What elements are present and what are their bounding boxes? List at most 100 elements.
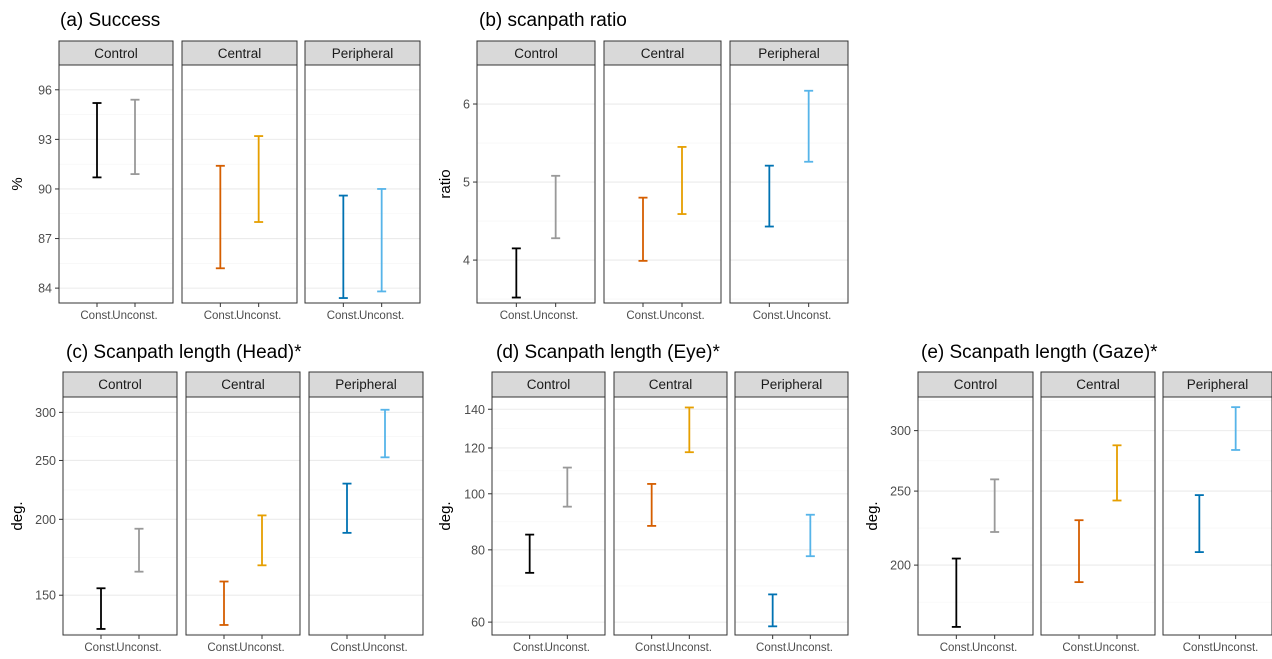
chart-panel-3: (c) Scanpath length (Head)* deg. Control Co… xyxy=(9,342,424,654)
x-tick-label: Unconst. xyxy=(362,642,407,654)
error-bar xyxy=(525,533,535,574)
y-tick-label: 6 xyxy=(463,98,470,112)
error-bar xyxy=(805,513,815,558)
facet-peripheral: Peripheral Const.Unconst. xyxy=(304,40,421,322)
x-tick-label: Const. xyxy=(207,642,240,654)
facet-plot-area xyxy=(58,64,174,304)
facet-label: Peripheral xyxy=(761,377,823,392)
y-tick-label: 300 xyxy=(35,406,56,420)
y-tick-label: 250 xyxy=(890,485,911,499)
x-tick-label: Const. xyxy=(80,310,113,322)
x-tick-label: Const. xyxy=(513,642,546,654)
chart-title: (b) scanpath ratio xyxy=(479,10,627,31)
error-bar xyxy=(511,247,521,299)
error-bar xyxy=(1194,494,1204,553)
error-bar xyxy=(684,406,694,454)
facet-strip xyxy=(58,40,174,66)
error-bar xyxy=(92,102,102,179)
error-bar xyxy=(768,593,778,628)
x-tick-label: Unconst. xyxy=(533,310,578,322)
error-bar xyxy=(377,188,387,293)
x-tick-label: Const. xyxy=(756,642,789,654)
y-tick-label: 60 xyxy=(471,616,485,630)
facet-label: Control xyxy=(527,377,571,392)
facet-label: Central xyxy=(218,46,262,61)
facet-label: Control xyxy=(98,377,142,392)
error-bar xyxy=(342,482,352,534)
x-tick-label: Unconst. xyxy=(1094,642,1139,654)
x-tick-label: Unconst. xyxy=(239,642,284,654)
x-tick-label: Const. xyxy=(1062,642,1095,654)
error-bar xyxy=(638,196,648,262)
facet-plot-area xyxy=(308,396,424,636)
chart-panel-1: (a) Success%ControlConst.Unconst.Central… xyxy=(9,10,421,322)
facet-strip xyxy=(308,371,424,398)
y-axis-label: ratio xyxy=(437,169,454,198)
facet-label: Control xyxy=(514,46,558,61)
error-bar xyxy=(804,89,814,163)
facet-label: Central xyxy=(221,377,265,392)
facet-plot-area xyxy=(734,396,849,636)
y-tick-label: 87 xyxy=(38,232,52,246)
facet-label: Central xyxy=(641,46,685,61)
facet-label: Central xyxy=(649,377,693,392)
y-tick-label: 4 xyxy=(463,254,470,268)
facet-plot-area xyxy=(185,396,301,636)
facet-strip xyxy=(181,40,298,66)
facet-plot-area xyxy=(62,396,178,636)
x-tick-label: Unconst. xyxy=(112,310,157,322)
y-tick-label: 250 xyxy=(35,454,56,468)
y-axis-label: deg. xyxy=(864,501,881,530)
facet-plot-area xyxy=(729,64,849,304)
facet-strip xyxy=(1162,371,1272,398)
facet-peripheral: Peripheral Const.Unconst. xyxy=(734,371,849,654)
facet-strip xyxy=(62,371,178,398)
y-tick-label: 140 xyxy=(464,403,485,417)
error-bar xyxy=(338,194,348,299)
y-tick-label: 84 xyxy=(38,282,52,296)
facet-plot-area xyxy=(181,64,298,304)
error-bar xyxy=(1112,444,1122,502)
facet-strip xyxy=(917,371,1034,398)
facet-control: Control Const.Unconst. xyxy=(917,371,1034,654)
error-bar xyxy=(130,98,140,175)
error-bar xyxy=(562,466,572,508)
error-bar xyxy=(219,580,229,626)
y-axis-label: deg. xyxy=(9,501,26,530)
x-tick-label: Const. xyxy=(84,642,117,654)
facet-peripheral: Peripheral Const.Unconst. xyxy=(308,371,424,654)
facet-plot-area xyxy=(1162,396,1272,636)
facet-label: Peripheral xyxy=(332,46,394,61)
y-tick-label: 150 xyxy=(35,589,56,603)
facet-plot-area xyxy=(917,396,1034,636)
facet-label: Peripheral xyxy=(335,377,397,392)
facet-plot-area xyxy=(1040,396,1156,636)
facet-plot-area xyxy=(613,396,728,636)
facet-plot-area xyxy=(603,64,722,304)
x-tick-label: Unconst. xyxy=(786,310,831,322)
x-tick-label: Const. xyxy=(940,642,973,654)
x-tick-label: Unconst. xyxy=(659,310,704,322)
error-bar xyxy=(647,483,657,527)
error-bar xyxy=(951,557,961,628)
x-tick-label: Const. xyxy=(204,310,237,322)
facet-label: Central xyxy=(1076,377,1120,392)
facet-plot-area xyxy=(476,64,596,304)
y-tick-label: 5 xyxy=(463,176,470,190)
x-tick-label: Const. xyxy=(753,310,786,322)
x-tick-label: Const. xyxy=(327,310,360,322)
facet-plot-area xyxy=(304,64,421,304)
facet-central: Central Const.Unconst. xyxy=(181,40,298,322)
y-tick-label: 200 xyxy=(35,513,56,527)
x-tick-label: Unconst. xyxy=(1213,642,1258,654)
facet-plot-area xyxy=(491,396,606,636)
x-tick-label: Const. xyxy=(635,642,668,654)
error-bar xyxy=(96,587,106,630)
facet-label: Control xyxy=(94,46,138,61)
x-tick-label: Unconst. xyxy=(972,642,1017,654)
facet-central: Central Const.Unconst. xyxy=(613,371,728,654)
chart-title: (c) Scanpath length (Head)* xyxy=(66,342,302,363)
x-tick-label: Unconst. xyxy=(359,310,404,322)
error-bar xyxy=(134,527,144,573)
facet-control: Control Const.Unconst. xyxy=(58,40,174,322)
